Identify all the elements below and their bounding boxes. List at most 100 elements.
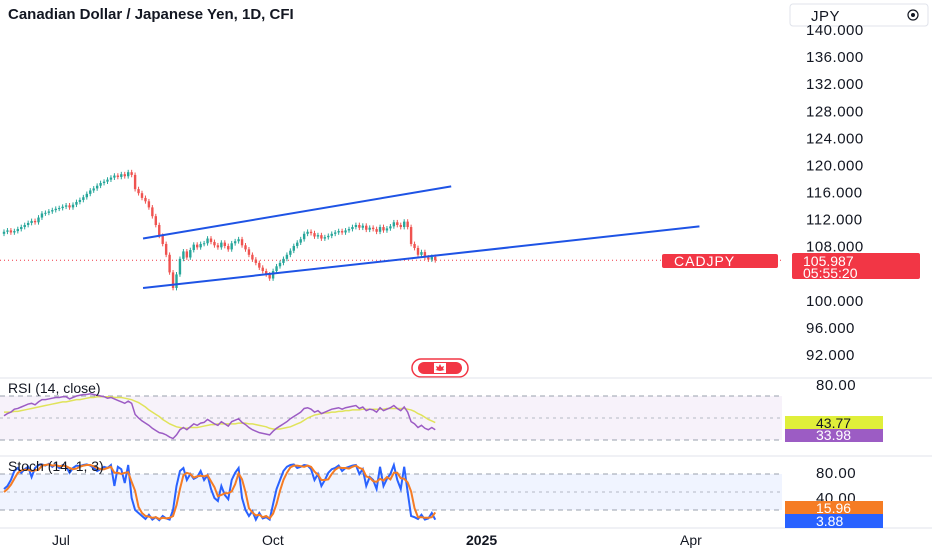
candle-body[interactable] — [292, 245, 295, 251]
candle-body[interactable] — [247, 249, 251, 255]
candle-body[interactable] — [130, 172, 133, 175]
candle-body[interactable] — [251, 254, 254, 260]
candle-body[interactable] — [313, 233, 316, 237]
candle-body[interactable] — [220, 242, 223, 248]
candle-body[interactable] — [358, 225, 361, 228]
candle-body[interactable] — [344, 230, 347, 233]
candle-body[interactable] — [151, 207, 154, 217]
candle-body[interactable] — [127, 172, 130, 177]
candle-body[interactable] — [196, 244, 199, 248]
candle-body[interactable] — [123, 174, 126, 177]
candle-body[interactable] — [20, 227, 23, 230]
channel-upper-line[interactable] — [142, 185, 452, 240]
candle-body[interactable] — [161, 235, 164, 244]
candle-body[interactable] — [327, 235, 330, 238]
candle-body[interactable] — [171, 272, 175, 288]
candle-body[interactable] — [271, 271, 275, 279]
candle-body[interactable] — [416, 248, 420, 255]
candle-body[interactable] — [282, 258, 285, 263]
candle-body[interactable] — [265, 271, 268, 275]
candle-body[interactable] — [168, 254, 171, 273]
candle-body[interactable] — [354, 225, 358, 228]
candle-body[interactable] — [403, 221, 406, 228]
candle-body[interactable] — [202, 243, 206, 245]
candle-body[interactable] — [254, 259, 258, 263]
candle-body[interactable] — [240, 239, 244, 246]
candle-body[interactable] — [289, 250, 292, 255]
candle-body[interactable] — [26, 222, 30, 225]
candle-body[interactable] — [334, 232, 337, 234]
candle-body[interactable] — [154, 216, 157, 225]
candle-body[interactable] — [68, 205, 71, 208]
candle-body[interactable] — [106, 179, 109, 182]
candle-body[interactable] — [340, 231, 344, 233]
candle-body[interactable] — [71, 204, 75, 208]
candle-body[interactable] — [278, 262, 282, 267]
price-axis[interactable]: 140.000 136.000 132.000 128.000 124.000 120.0… — [806, 22, 864, 364]
candle-body[interactable] — [199, 243, 202, 248]
candle-body[interactable] — [147, 201, 151, 208]
candle-body[interactable] — [189, 250, 192, 258]
candle-body[interactable] — [227, 245, 230, 250]
candle-body[interactable] — [378, 227, 382, 232]
time-axis[interactable]: Jul Oct 2025 Apr — [52, 532, 702, 548]
candle-body[interactable] — [382, 227, 385, 231]
candle-body[interactable] — [299, 239, 302, 243]
candle-body[interactable] — [82, 197, 85, 200]
candle-body[interactable] — [23, 225, 26, 228]
candle-body[interactable] — [268, 274, 271, 279]
candle-body[interactable] — [258, 262, 261, 268]
candle-body[interactable] — [89, 190, 92, 194]
candle-body[interactable] — [423, 252, 427, 258]
candle-body[interactable] — [309, 231, 313, 234]
currency-box[interactable]: JPY — [789, 3, 929, 27]
canada-flag-icon[interactable] — [411, 358, 469, 378]
candle-body[interactable] — [434, 256, 437, 261]
candle-body[interactable] — [330, 233, 333, 236]
candle-body[interactable] — [116, 175, 120, 177]
candle-body[interactable] — [389, 226, 392, 229]
candle-body[interactable] — [323, 237, 327, 239]
candle-body[interactable] — [430, 256, 433, 260]
candle-body[interactable] — [140, 193, 144, 198]
candle-body[interactable] — [392, 222, 396, 227]
candle-body[interactable] — [351, 227, 354, 230]
candle-body[interactable] — [302, 233, 306, 240]
candle-body[interactable] — [61, 206, 64, 209]
candle-body[interactable] — [9, 230, 13, 233]
candle-body[interactable] — [185, 251, 189, 258]
price-pane[interactable] — [0, 0, 782, 291]
candle-body[interactable] — [144, 197, 147, 202]
candle-body[interactable] — [95, 185, 99, 189]
candle-body[interactable] — [192, 244, 195, 251]
rsi-pane[interactable]: RSI (14, close) 80.00 43.77 33.98 — [0, 377, 883, 443]
candle-body[interactable] — [16, 229, 19, 232]
candle-body[interactable] — [78, 199, 82, 202]
candle-body[interactable] — [113, 175, 116, 178]
candle-body[interactable] — [406, 221, 409, 228]
candle-body[interactable] — [6, 230, 9, 232]
candle-body[interactable] — [109, 177, 113, 180]
candle-body[interactable] — [37, 217, 40, 223]
candle-body[interactable] — [420, 252, 423, 255]
candle-body[interactable] — [385, 228, 389, 231]
candle-body[interactable] — [209, 238, 213, 242]
candle-body[interactable] — [47, 211, 51, 213]
candle-body[interactable] — [409, 227, 413, 244]
candle-body[interactable] — [13, 231, 16, 233]
candle-body[interactable] — [58, 208, 61, 210]
candle-body[interactable] — [285, 254, 289, 259]
candle-body[interactable] — [337, 231, 340, 233]
candle-body[interactable] — [371, 227, 375, 230]
candle-body[interactable] — [102, 181, 106, 184]
candle-body[interactable] — [120, 174, 123, 177]
candle-body[interactable] — [33, 220, 37, 223]
candle-body[interactable] — [306, 231, 309, 234]
candle-body[interactable] — [261, 267, 264, 272]
candle-body[interactable] — [216, 245, 220, 248]
candle-body[interactable] — [158, 225, 161, 236]
candle-body[interactable] — [44, 212, 47, 214]
candle-body[interactable] — [296, 242, 299, 246]
candle-body[interactable] — [368, 227, 371, 230]
